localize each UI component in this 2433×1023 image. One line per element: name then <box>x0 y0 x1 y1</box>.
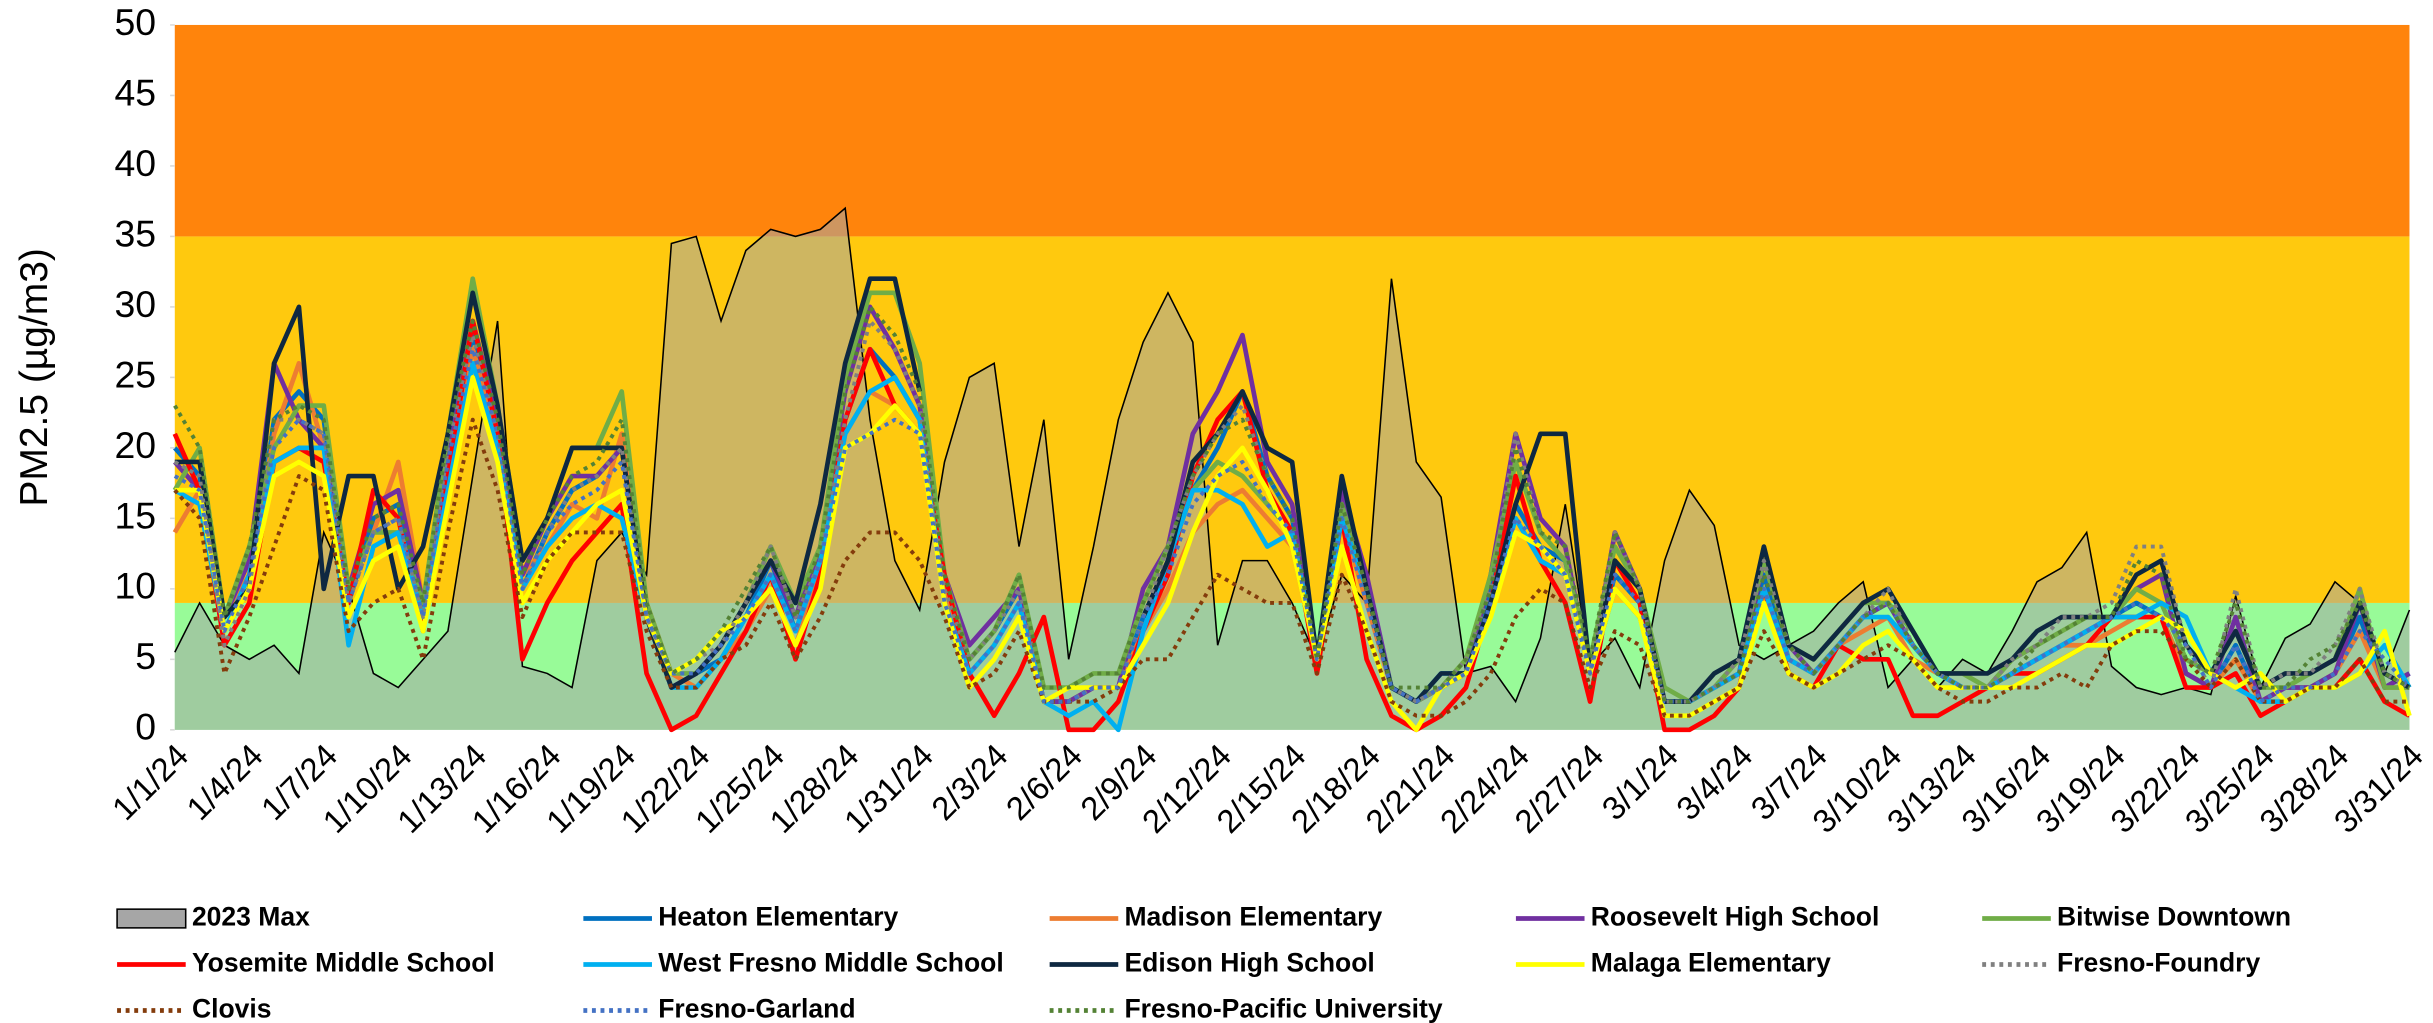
y-tick-label: 10 <box>114 565 156 607</box>
x-tick-label: 2/3/24 <box>924 737 1015 828</box>
legend-item: West Fresno Middle School <box>583 948 1004 978</box>
legend-label: Roosevelt High School <box>1591 902 1880 932</box>
legend-item: Bitwise Downtown <box>1982 902 2291 932</box>
legend-item: Yosemite Middle School <box>117 948 495 978</box>
y-tick-label: 45 <box>114 71 156 113</box>
series-line <box>174 276 2411 704</box>
legend-item: Roosevelt High School <box>1515 902 1880 932</box>
y-tick-label: 40 <box>114 142 156 184</box>
series-line <box>173 417 2410 718</box>
legend-label: Edison High School <box>1124 948 1374 978</box>
y-tick-label: 25 <box>114 353 156 395</box>
y-tick-label: 5 <box>135 635 156 677</box>
legend-label: Heaton Elementary <box>658 902 898 932</box>
series-line <box>173 304 2411 704</box>
legend-label: Yosemite Middle School <box>192 948 495 978</box>
legend-item: Heaton Elementary <box>583 902 899 932</box>
y-tick-label: 0 <box>135 706 156 748</box>
y-tick-label: 20 <box>114 424 156 466</box>
y-axis-label: PM2.5 (µg/m3) <box>13 248 56 506</box>
y-tick-label: 35 <box>114 212 156 254</box>
threshold-band <box>174 24 2410 237</box>
y-tick-label: 30 <box>114 283 156 325</box>
legend-label: Fresno-Foundry <box>2057 948 2260 978</box>
plot-area <box>172 206 2412 733</box>
legend-label: Madison Elementary <box>1124 902 1382 932</box>
x-tick-label: 3/4/24 <box>1669 737 1760 828</box>
y-tick-label: 15 <box>114 494 156 536</box>
legend-label: 2023 Max <box>192 902 310 932</box>
legend-label: Malaga Elementary <box>1591 948 1831 978</box>
x-tick-label: 1/4/24 <box>179 737 270 828</box>
area-outline <box>174 206 2411 704</box>
legend-item: Fresno-Pacific University <box>1049 994 1443 1023</box>
legend: 2023 Max Heaton Elementary Madison Element… <box>116 902 2291 1023</box>
legend-label: Bitwise Downtown <box>2057 902 2291 932</box>
x-tick-label: 2/6/24 <box>999 737 1090 828</box>
legend-label: Fresno-Garland <box>658 994 855 1023</box>
series-line <box>173 347 2411 704</box>
legend-label: West Fresno Middle School <box>658 948 1004 978</box>
legend-item: Edison High School <box>1049 948 1375 978</box>
area-fill <box>174 208 2410 730</box>
legend-item: Clovis <box>117 994 271 1023</box>
legend-swatch <box>116 908 187 929</box>
legend-item: Madison Elementary <box>1049 902 1382 932</box>
x-tick-label: 3/1/24 <box>1594 737 1685 828</box>
legend-label: Clovis <box>192 994 272 1023</box>
legend-label: Fresno-Pacific University <box>1124 994 1442 1023</box>
x-tick-label: 1/1/24 <box>105 737 196 828</box>
y-tick-label: 50 <box>114 1 156 43</box>
legend-item: Fresno-Garland <box>583 994 856 1023</box>
legend-item: 2023 Max <box>116 902 310 932</box>
legend-item: Malaga Elementary <box>1515 948 1831 978</box>
legend-item: Fresno-Foundry <box>1982 948 2260 978</box>
